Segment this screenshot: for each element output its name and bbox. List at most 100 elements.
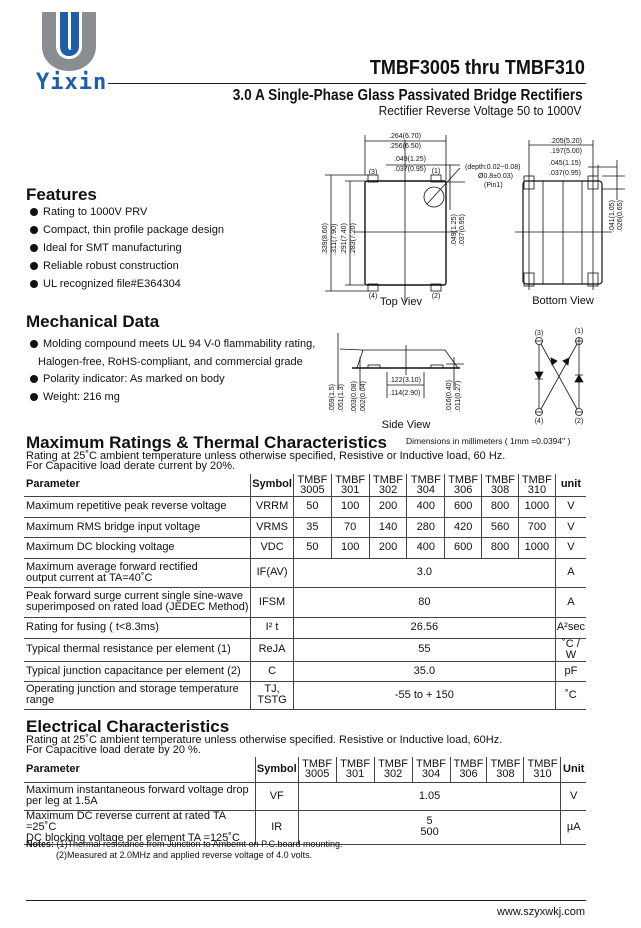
page-subtitle: 3.0 A Single-Phase Glass Passivated Brid…	[233, 87, 583, 104]
pin-label: (1)	[575, 328, 584, 335]
value-cell: 600	[444, 496, 483, 518]
side-view-label: Side View	[382, 419, 431, 431]
dim-label: .339(8.60)	[322, 223, 329, 255]
symbol-cell: VRRM	[250, 496, 294, 518]
value-cell: 560	[481, 517, 519, 538]
value-cell: 800	[481, 496, 519, 518]
parameter-cell: Typical junction capacitance per element…	[24, 661, 252, 682]
unit-cell: A²sec	[555, 617, 586, 639]
value-cell: 280	[406, 517, 446, 538]
parameter-cell: Maximum instantaneous forward voltage dr…	[24, 782, 256, 811]
value-cell: 55	[293, 638, 556, 662]
parameter-cell: Maximum repetitive peak reverse voltage	[24, 496, 252, 518]
table-row: Rating for fusing ( t<8.3ms) I² t 26.56 A²s…	[24, 617, 586, 639]
table-row: Typical thermal resistance per element (…	[24, 638, 586, 662]
value-cell: 50	[293, 537, 332, 559]
diameter-label: Ø0.8±0.03)	[478, 173, 513, 180]
column-header-model: TMBF 3005	[298, 757, 337, 783]
value-cell: 26.56	[293, 617, 556, 639]
mechanical-list: Molding compound meets UL 94 V-0 flammab…	[30, 335, 315, 405]
unit-cell: V	[555, 496, 586, 518]
bottom-view-drawing	[515, 140, 625, 290]
parameter-cell: Typical thermal resistance per element (…	[24, 638, 252, 662]
model-name-line: 302	[383, 768, 403, 781]
unit-cell: ˚C / W	[555, 638, 586, 662]
website-link[interactable]: www.szyxwkj.com	[496, 906, 585, 918]
max-ratings-heading: Maximum Ratings & Thermal Characteristic…	[26, 433, 387, 452]
table-row: Maximum DC reverse current at rated TA =…	[24, 810, 586, 845]
package-outline-diagram: .264(6.70) .256(6.50) .049(1.25) .037(0.…	[322, 133, 625, 446]
notes-label: Notes:	[26, 839, 55, 849]
column-header-model: TMBF 301	[331, 473, 370, 497]
bottom-view-label: Bottom View	[532, 295, 594, 307]
model-name-line: 301	[345, 768, 365, 781]
voltage-range: Rectifier Reverse Voltage 50 to 1000V	[378, 103, 581, 118]
dim-label: .026(0.65)	[617, 200, 624, 232]
dim-label: .291(7.40)	[341, 223, 348, 255]
dim-label: .016(0.40)	[446, 380, 453, 412]
dim-label: .049(1.25)	[394, 156, 426, 163]
model-name-line: TMBF	[490, 758, 521, 771]
value-cell: 80	[293, 587, 556, 618]
symbol-cell: C	[250, 661, 294, 682]
model-name-line: 310	[533, 768, 552, 781]
value-cell: 100	[331, 537, 370, 559]
table-row: Maximum instantaneous forward voltage dr…	[24, 782, 586, 811]
value-cell: 800	[481, 537, 519, 559]
dim-label: .122(3.10)	[389, 377, 421, 384]
model-name-line: TMBF	[527, 758, 558, 771]
depth-label: (depth:0.02~0.08)	[465, 164, 520, 171]
value-cell: 600	[444, 537, 483, 559]
value-cell: 700	[518, 517, 556, 538]
dim-label: .011(0.27)	[455, 381, 462, 412]
model-name-line: 3005	[300, 483, 325, 496]
table-header-row: Parameter Symbol TMBF 3005 TMBF 301 TMBF 302 TMB…	[24, 473, 586, 497]
dim-label: .059(1.5)	[329, 384, 336, 412]
symbol-cell: I² t	[250, 617, 294, 639]
model-name-line: TMBF	[448, 473, 479, 486]
dim-label: .003(0.08)	[351, 381, 358, 413]
feature-item: Compact, thin profile package design	[30, 221, 224, 239]
logo-icon	[42, 12, 96, 71]
mechanical-item: Polarity indicator: As marked on body	[30, 370, 315, 388]
pin-label: (3)	[369, 169, 378, 176]
column-header-model: TMBF 308	[486, 757, 525, 783]
value-cell: 200	[369, 496, 408, 518]
unit-cell: ˚C	[555, 681, 586, 710]
feature-item: Rating to 1000V PRV	[30, 203, 224, 221]
model-name-line: 310	[527, 483, 547, 496]
max-ratings-note: Rating at 25˚C ambient temperature unles…	[26, 450, 506, 462]
dim-label: .256(6.50)	[389, 143, 421, 150]
feature-item: Ideal for SMT manufacturing	[30, 239, 224, 257]
table-row: Maximum repetitive peak reverse voltage V…	[24, 496, 586, 518]
model-name-line: 302	[378, 483, 398, 496]
dim-label: .045(1.15)	[549, 160, 581, 167]
value-cell: -55 to + 150	[293, 681, 556, 710]
top-view-drawing	[325, 135, 465, 302]
value-cell: 3.0	[293, 558, 556, 588]
model-name-line: TMBF	[453, 758, 484, 771]
model-name-line: 3005	[304, 768, 330, 781]
model-name-line: 306	[459, 768, 478, 781]
model-name-line: TMBF	[335, 473, 366, 486]
note-2: (2)Measured at 2.0MHz and applied revers…	[56, 850, 313, 860]
table-row: Typical junction capacitance per element…	[24, 661, 586, 682]
column-header-model: TMBF 302	[369, 474, 408, 497]
dim-label: .041(1.05)	[609, 200, 616, 232]
symbol-cell: VF	[255, 782, 299, 811]
symbol-cell: VDC	[250, 537, 294, 559]
symbol-cell: IFSM	[250, 587, 294, 618]
parameter-cell: Rating for fusing ( t<8.3ms)	[24, 617, 252, 639]
dim-label: .205(5.20)	[550, 138, 582, 145]
column-header-model: TMBF 306	[444, 473, 483, 497]
model-name-line: TMBF	[485, 473, 516, 486]
parameter-cell: Maximum average forward rectified output…	[24, 558, 252, 588]
unit-cell: V	[560, 782, 586, 811]
column-header-parameter: Parameter	[24, 474, 252, 497]
header-divider	[108, 83, 586, 84]
mechanical-heading: Mechanical Data	[26, 312, 160, 331]
symbol-cell: VRMS	[250, 517, 294, 538]
features-heading: Features	[26, 185, 97, 204]
symbol-cell: IF(AV)	[250, 558, 294, 588]
symbol-cell: IR	[255, 810, 299, 845]
